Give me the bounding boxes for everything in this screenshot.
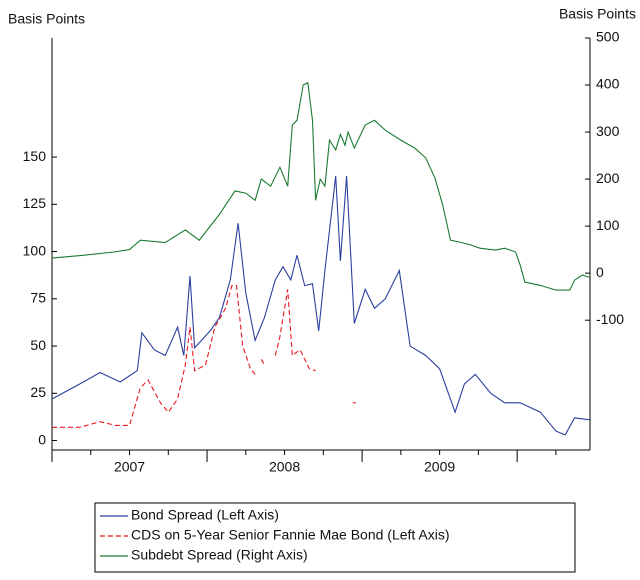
x-tick-label: 2009 [424,459,455,475]
series-line [52,285,356,428]
y2-axis-label: Basis Points [559,6,636,22]
x-tick-label: 2007 [114,459,145,475]
y2-tick-label: 0 [596,264,604,280]
y-tick-label: 125 [23,195,47,211]
y-tick-label: 25 [30,384,46,400]
x-tick-label: 2008 [269,459,300,475]
series-line [51,175,591,436]
y2-tick-label: -100 [596,311,624,327]
legend-label: CDS on 5-Year Senior Fannie Mae Bond (Le… [131,527,450,543]
y2-tick-label: 500 [596,29,620,45]
y2-tick-label: 300 [596,123,620,139]
legend-box [94,502,576,573]
y-tick-label: 75 [30,290,46,306]
legend-label: Subdebt Spread (Right Axis) [131,547,308,563]
y2-tick-label: 100 [596,217,620,233]
series-line [51,81,591,291]
y-tick-label: 0 [38,431,46,447]
y-tick-label: 50 [30,337,46,353]
y2-tick-label: 200 [596,170,620,186]
legend-label: Bond Spread (Left Axis) [131,507,279,523]
y-tick-label: 150 [23,148,47,164]
y-axis-label: Basis Points [8,11,85,27]
y-tick-label: 100 [23,242,47,258]
y2-tick-label: 400 [596,76,620,92]
